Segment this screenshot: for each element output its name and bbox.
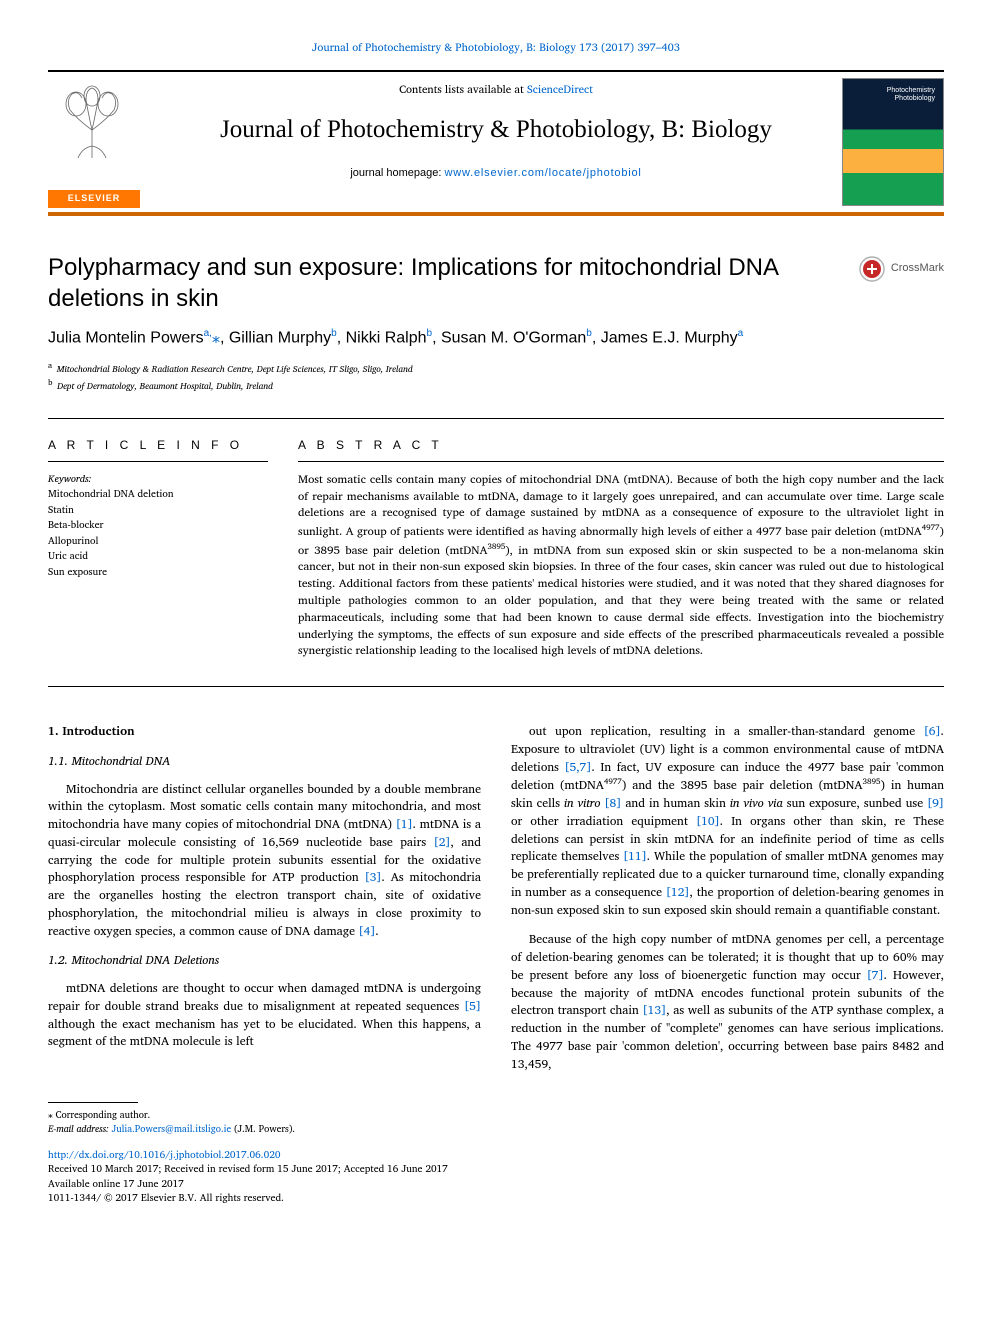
cover-thumbnail-block [834,72,944,212]
keyword-item: Sun exposure [48,565,268,581]
section-1-1-heading: 1.1. Mitochondrial DNA [48,753,481,771]
doi-line: http://dx.doi.org/10.1016/j.jphotobiol.2… [48,1148,944,1163]
publisher-logo-block: ELSEVIER [48,72,158,212]
email-label: E-mail address: [48,1122,109,1137]
elsevier-tree-icon [48,80,136,162]
history-online: Available online 17 June 2017 [48,1177,944,1192]
body-columns: 1. Introduction 1.1. Mitochondrial DNA M… [48,723,944,1074]
keywords-list: Mitochondrial DNA deletion Statin Beta-b… [48,487,268,580]
body-paragraph: Mitochondria are distinct cellular organ… [48,781,481,941]
history-copyright: 1011-1344/ © 2017 Elsevier B.V. All righ… [48,1191,944,1206]
elsevier-wordmark: ELSEVIER [48,190,140,208]
affiliation-a: a Mitochondrial Biology & Radiation Rese… [48,359,944,376]
keyword-item: Beta-blocker [48,518,268,534]
article-info-column: A R T I C L E I N F O Keywords: Mitochon… [48,437,268,660]
history-received: Received 10 March 2017; Received in revi… [48,1162,944,1177]
article-history: Received 10 March 2017; Received in revi… [48,1162,944,1206]
journal-title: Journal of Photochemistry & Photobiology… [164,112,828,148]
abstract-heading: A B S T R A C T [298,437,944,461]
author-list: Julia Montelin Powersa,⁎, Gillian Murphy… [48,326,944,351]
abstract-column: A B S T R A C T Most somatic cells conta… [298,437,944,660]
journal-homepage-line: journal homepage: www.elsevier.com/locat… [164,166,828,182]
body-paragraph: mtDNA deletions are thought to occur whe… [48,980,481,1051]
sciencedirect-link[interactable]: ScienceDirect [527,80,593,98]
journal-homepage-link[interactable]: www.elsevier.com/locate/jphotobiol [445,167,642,179]
crossmark-icon [859,256,885,282]
corresponding-author-note: ⁎ Corresponding author. [48,1109,944,1123]
footnotes: ⁎ Corresponding author. E-mail address: … [48,1109,944,1138]
keywords-label: Keywords: [48,472,268,487]
contents-prefix: Contents lists available at [399,80,527,98]
masthead: ELSEVIER Contents lists available at Sci… [48,70,944,216]
abstract-band: A R T I C L E I N F O Keywords: Mitochon… [48,418,944,687]
body-paragraph: Because of the high copy number of mtDNA… [511,931,944,1073]
keyword-item: Mitochondrial DNA deletion [48,487,268,503]
journal-cover-thumbnail [842,78,944,206]
keyword-item: Uric acid [48,549,268,565]
affiliation-b: b Dept of Dermatology, Beaumont Hospital… [48,376,944,393]
masthead-center: Contents lists available at ScienceDirec… [158,72,834,212]
corresponding-email-link[interactable]: Julia.Powers@mail.itsligo.ie [112,1122,232,1137]
homepage-prefix: journal homepage: [350,167,444,179]
article-title: Polypharmacy and sun exposure: Implicati… [48,252,788,314]
footnote-separator [48,1102,138,1103]
email-line: E-mail address: Julia.Powers@mail.itslig… [48,1123,944,1137]
article-info-heading: A R T I C L E I N F O [48,437,268,461]
contents-available-line: Contents lists available at ScienceDirec… [164,82,828,98]
crossmark-label: CrossMark [891,261,944,277]
keyword-item: Allopurinol [48,534,268,550]
email-attribution: (J.M. Powers). [234,1122,295,1137]
affiliations: a Mitochondrial Biology & Radiation Rese… [48,359,944,392]
article-head: Polypharmacy and sun exposure: Implicati… [48,252,944,314]
header-citation-link[interactable]: Journal of Photochemistry & Photobiology… [312,38,680,56]
crossmark-badge[interactable]: CrossMark [859,256,944,282]
section-1-2-heading: 1.2. Mitochondrial DNA Deletions [48,952,481,970]
header-citation: Journal of Photochemistry & Photobiology… [48,40,944,56]
keyword-item: Statin [48,503,268,519]
abstract-text: Most somatic cells contain many copies o… [298,472,944,660]
section-1-heading: 1. Introduction [48,723,481,741]
body-paragraph: out upon replication, resulting in a sma… [511,723,944,919]
